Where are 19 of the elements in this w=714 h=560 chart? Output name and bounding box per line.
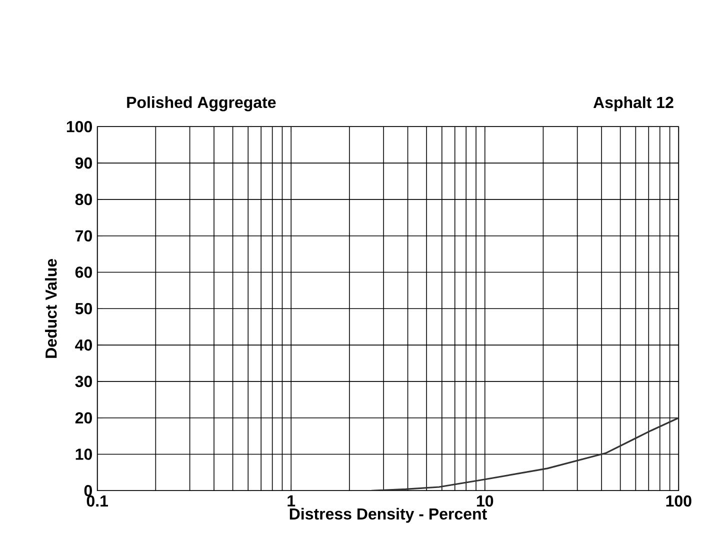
y-tick-label: 60 — [75, 266, 92, 278]
y-tick-label: 30 — [75, 376, 92, 388]
x-axis-title: Distress Density - Percent — [290, 508, 487, 523]
y-tick-label: 10 — [76, 448, 92, 460]
y-tick-label: 40 — [75, 339, 92, 351]
y-tick-label: 20 — [75, 412, 92, 424]
y-tick-label: 90 — [75, 157, 92, 169]
chart-subtitle: Asphalt 12 — [593, 96, 674, 112]
x-tick-label: 10 — [476, 495, 494, 507]
y-tick-label: 50 — [75, 302, 92, 314]
x-tick-label: 100 — [666, 495, 692, 507]
y-tick-label: 70 — [76, 230, 92, 242]
x-tick-label: 1 — [288, 495, 296, 506]
y-tick-label: 80 — [75, 194, 92, 206]
y-axis-title: Deduct Value — [45, 258, 57, 358]
y-tick-label: 0 — [84, 484, 92, 496]
chart-title: Polished Aggregate — [127, 96, 276, 112]
x-tick-label: 0.1 — [86, 495, 108, 507]
y-tick-label: 100 — [66, 121, 92, 132]
